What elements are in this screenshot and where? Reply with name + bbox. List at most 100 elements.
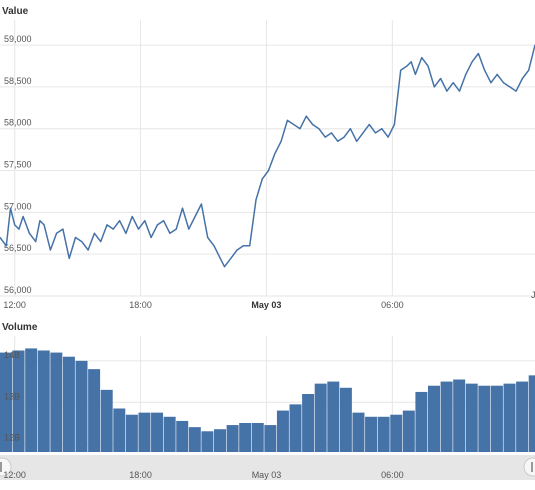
value-point [496,73,498,75]
volume-bar [88,369,101,452]
value-y-tick-label: 57,500 [4,160,32,170]
volume-bar [453,379,466,452]
value-point [528,69,530,71]
volume-y-tick-label: 13B [4,391,20,401]
volume-bar [490,385,503,452]
volume-bar [516,381,529,452]
volume-bar [251,423,264,452]
value-point [106,224,108,226]
volume-bar [415,391,428,452]
value-x-tick-label: 12:00 [3,300,26,310]
value-point [406,65,408,67]
navigator-x-tick-label: 12:00 [3,470,26,480]
navigator-x-tick-label: 18:00 [129,470,152,480]
value-x-tick-label: 18:00 [129,300,152,310]
value-y-tick-label: 56,500 [4,243,32,253]
value-point [465,73,467,75]
value-point [242,245,244,247]
value-point [381,128,383,130]
value-point [368,123,370,126]
value-point [280,140,282,142]
volume-bar [100,389,113,452]
navigator-strip[interactable] [0,455,535,480]
value-y-tick-label: 56,000 [4,285,32,295]
volume-bar [226,425,239,452]
value-point [100,241,102,243]
volume-bar [188,427,201,452]
value-point [433,86,435,88]
value-point [137,228,140,230]
value-point [5,245,7,247]
value-point [414,73,417,75]
value-point [421,57,423,59]
value-point [490,82,492,84]
value-point [207,236,209,239]
volume-bar [302,394,315,452]
volume-bar [151,412,164,452]
value-point [349,128,351,130]
value-point [68,257,70,259]
value-point [324,136,326,138]
value-point [477,52,479,55]
value-point [452,82,454,84]
volume-bar [37,350,50,452]
value-point [267,169,270,172]
value-y-tick-label: 59,000 [4,34,32,44]
value-point [509,86,511,88]
navigator-x-axis: 12:00 18:00 May 03 06:00 [3,470,403,480]
value-point [236,249,238,251]
volume-bar [214,429,226,452]
value-point [484,69,486,71]
value-point [169,232,171,234]
value-point [43,224,45,226]
value-point [410,61,412,63]
value-point [18,228,20,230]
volume-bar [0,352,12,452]
value-point [14,224,16,226]
value-x-axis: 12:00 18:00 May 03 06:00 [3,300,403,310]
value-point [125,232,127,234]
value-y-tick-label: 58,500 [4,76,32,86]
value-point [22,215,24,218]
value-point [515,90,517,92]
navigator-left-handle[interactable] [0,457,12,477]
volume-bar [365,416,378,452]
value-point [39,220,41,222]
value-point [374,132,377,134]
value-point [9,207,12,209]
value-point [181,207,184,209]
value-point [293,123,295,126]
volume-bar [390,414,403,452]
value-point [502,82,505,84]
value-point [0,236,1,239]
volume-panel-title: Volume [2,322,38,333]
volume-bar [428,385,440,452]
value-point [330,132,333,134]
right-handle-grip-icon [531,462,533,472]
volume-bar [239,423,252,452]
value-point [249,245,251,247]
value-point [223,266,226,268]
value-point [175,228,177,230]
value-point [74,236,77,239]
volume-bar [528,375,535,452]
value-series [0,44,535,268]
value-point [188,228,190,230]
value-point [471,61,473,63]
value-y-tick-label: 57,000 [4,201,32,211]
value-point [56,232,58,234]
volume-bar [163,416,176,452]
value-point [35,241,37,243]
value-point [93,232,96,234]
value-point [62,228,64,230]
value-point [81,241,83,243]
volume-bar [264,425,277,452]
value-point [362,132,364,134]
volume-y-axis: 12B 13B 14B [4,350,20,443]
value-point [318,128,320,130]
value-point [356,140,358,142]
volume-bar [478,385,491,452]
value-point [312,123,314,126]
value-point [458,90,461,92]
value-point [255,199,257,201]
